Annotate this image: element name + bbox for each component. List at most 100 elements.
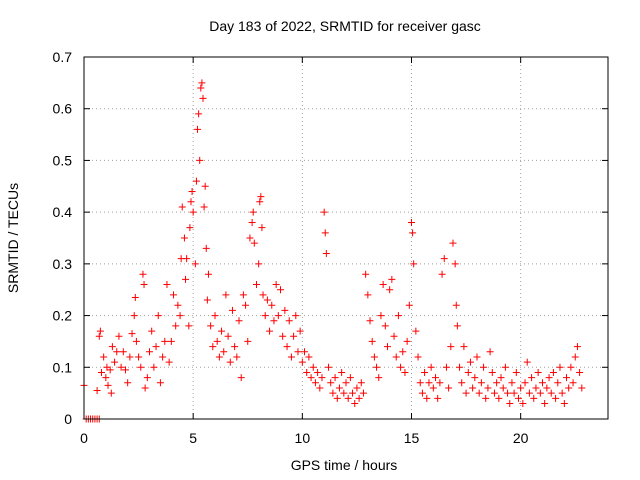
data-point [159, 353, 167, 361]
y-axis-label: SRMTID / TECUs [5, 183, 21, 293]
y-tick-label: 0.5 [53, 152, 73, 168]
data-point [309, 363, 317, 371]
data-point [213, 337, 221, 345]
data-point [521, 379, 529, 387]
data-point [270, 317, 278, 325]
data-point [146, 348, 153, 356]
data-point [283, 343, 291, 351]
data-point [135, 353, 143, 361]
data-point [534, 368, 542, 376]
data-point [128, 330, 136, 338]
data-point [490, 389, 498, 397]
data-point [327, 379, 335, 387]
data-point [259, 291, 267, 299]
data-point [204, 270, 212, 278]
data-point [239, 291, 247, 299]
data-point [554, 379, 562, 387]
data-point [471, 374, 479, 382]
data-point [244, 337, 252, 345]
data-point [412, 327, 420, 335]
data-point [508, 379, 516, 387]
data-point [322, 250, 330, 258]
data-point [194, 125, 202, 133]
data-point [141, 384, 149, 392]
data-point [565, 384, 573, 392]
data-point [178, 203, 186, 211]
data-point [560, 399, 568, 407]
data-point [338, 368, 346, 376]
data-point [416, 379, 424, 387]
data-point [514, 394, 522, 402]
data-point [423, 394, 431, 402]
data-point [252, 281, 260, 289]
data-point [405, 301, 413, 309]
data-point [466, 358, 474, 366]
data-point [199, 94, 207, 102]
data-point [456, 363, 464, 371]
data-point [132, 337, 140, 345]
data-point [366, 317, 374, 325]
data-point [452, 301, 460, 309]
data-point [131, 293, 139, 301]
data-point [281, 306, 289, 314]
data-point [482, 394, 490, 402]
data-point [425, 379, 433, 387]
data-point [180, 234, 188, 242]
data-point [381, 322, 389, 330]
data-point [263, 296, 271, 304]
data-point [211, 312, 219, 320]
data-point [480, 363, 488, 371]
y-tick-label: 0.4 [53, 204, 73, 220]
data-point [375, 374, 383, 382]
data-point [314, 368, 322, 376]
data-point [303, 368, 311, 376]
y-tick-label: 0.7 [53, 49, 73, 65]
data-point [434, 394, 442, 402]
data-point [137, 363, 145, 371]
data-point [399, 348, 407, 356]
data-point [362, 270, 370, 278]
data-point [408, 218, 415, 226]
data-point [493, 379, 501, 387]
data-point [344, 394, 352, 402]
data-point [301, 348, 309, 356]
data-point [571, 353, 579, 361]
data-point [197, 84, 205, 92]
data-point [539, 379, 546, 387]
data-point [191, 260, 199, 268]
data-point [242, 301, 250, 309]
data-point [383, 343, 391, 351]
data-point [290, 332, 298, 340]
data-point [172, 322, 180, 330]
data-point [321, 229, 329, 237]
data-point [335, 384, 343, 392]
data-point [543, 384, 551, 392]
data-point [525, 389, 533, 397]
data-point [198, 79, 206, 87]
data-point [246, 234, 254, 242]
data-point [541, 399, 549, 407]
data-point [573, 343, 581, 351]
data-point [108, 343, 116, 351]
data-point [368, 337, 376, 345]
data-point [549, 368, 557, 376]
data-point [436, 379, 444, 387]
data-point [209, 343, 217, 351]
data-point [161, 337, 169, 345]
data-point [506, 399, 514, 407]
data-point [257, 193, 265, 201]
data-point [373, 363, 381, 371]
data-point [102, 374, 110, 382]
y-tick-label: 0.2 [53, 308, 73, 324]
data-point [237, 374, 245, 382]
y-tick-label: 0.3 [53, 256, 73, 272]
data-point [370, 353, 378, 361]
data-point [152, 343, 160, 351]
data-point [266, 327, 274, 335]
data-point [248, 218, 256, 226]
data-point [414, 353, 422, 361]
data-point [201, 182, 209, 190]
data-point [329, 389, 337, 397]
data-point [185, 322, 193, 330]
x-tick-label: 20 [513, 430, 529, 446]
